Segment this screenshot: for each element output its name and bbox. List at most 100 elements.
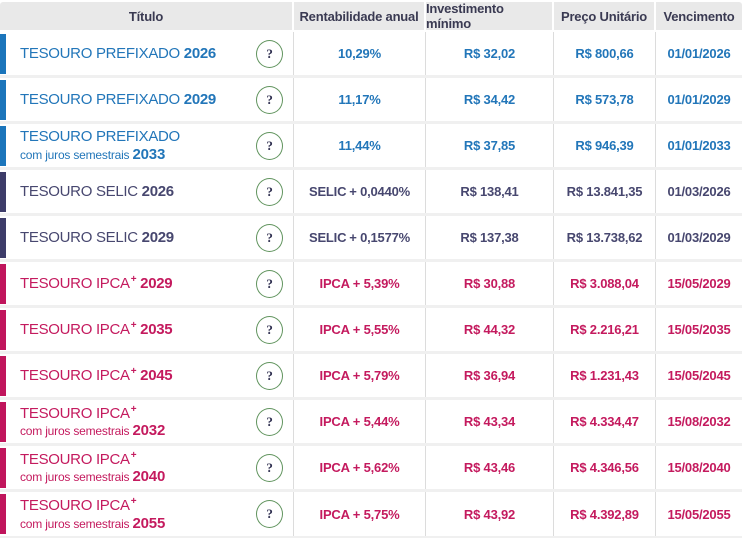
annual-rate-cell: IPCA + 5,44% bbox=[293, 400, 425, 443]
maturity-date-cell: 15/05/2035 bbox=[655, 308, 742, 351]
question-mark-glyph: ? bbox=[266, 321, 273, 337]
category-color-bar bbox=[0, 125, 6, 166]
maturity-date-cell: 15/08/2040 bbox=[655, 446, 742, 489]
bond-row[interactable]: TESOURO PREFIXADO+ 2029 ? 11,17% R$ 34,4… bbox=[0, 78, 742, 124]
question-mark-glyph: ? bbox=[266, 91, 273, 107]
category-color-bar bbox=[0, 494, 6, 534]
bond-title: TESOURO IPCA+ bbox=[20, 496, 137, 515]
bond-row[interactable]: TESOURO IPCA+ com juros semestrais 2055 … bbox=[0, 492, 742, 538]
bond-row[interactable]: TESOURO IPCA+ 2029 ? IPCA + 5,39% R$ 30,8… bbox=[0, 262, 742, 308]
help-icon[interactable]: ? bbox=[256, 39, 283, 68]
column-header-rentabilidade: Rentabilidade anual bbox=[294, 2, 424, 30]
annual-rate-cell: IPCA + 5,75% bbox=[293, 492, 425, 536]
unit-price-cell: R$ 4.392,89 bbox=[553, 492, 655, 536]
min-investment-cell: R$ 137,38 bbox=[425, 216, 553, 259]
category-color-bar bbox=[0, 33, 6, 74]
ipca-plus-superscript: + bbox=[130, 320, 137, 332]
annual-rate-cell: SELIC + 0,0440% bbox=[293, 170, 425, 213]
table-header-row: Título Rentabilidade anual Investimento … bbox=[0, 1, 742, 31]
unit-price-cell: R$ 13.841,35 bbox=[553, 170, 655, 213]
help-icon[interactable]: ? bbox=[256, 407, 283, 436]
help-icon[interactable]: ? bbox=[256, 453, 283, 482]
unit-price-cell: R$ 4.334,47 bbox=[553, 400, 655, 443]
ipca-plus-superscript: + bbox=[130, 366, 137, 378]
min-investment-cell: R$ 34,42 bbox=[425, 78, 553, 121]
maturity-date-cell: 15/08/2032 bbox=[655, 400, 742, 443]
bond-title-cell: TESOURO SELIC+ 2026 ? bbox=[0, 170, 293, 213]
help-icon[interactable]: ? bbox=[256, 361, 283, 390]
bond-title: TESOURO IPCA+ 2045 bbox=[20, 366, 173, 385]
question-mark-glyph: ? bbox=[266, 229, 273, 245]
bond-row[interactable]: TESOURO PREFIXADO+ com juros semestrais … bbox=[0, 124, 742, 170]
bond-row[interactable]: TESOURO SELIC+ 2026 ? SELIC+ 0,0440% R$ … bbox=[0, 170, 742, 216]
bond-subtitle: com juros semestrais 2040 bbox=[20, 468, 166, 485]
bond-row[interactable]: TESOURO IPCA+ 2045 ? IPCA + 5,79% R$ 36,9… bbox=[0, 354, 742, 400]
column-header-preco-unitario: Preço Unitário bbox=[554, 2, 654, 30]
ipca-plus-superscript: + bbox=[130, 449, 137, 461]
bond-title: TESOURO PREFIXADO+ 2026 bbox=[20, 44, 216, 62]
bond-title-cell: TESOURO IPCA+ 2035 ? bbox=[0, 308, 293, 351]
question-mark-glyph: ? bbox=[266, 459, 273, 475]
bond-row[interactable]: TESOURO IPCA+ com juros semestrais 2040 … bbox=[0, 446, 742, 492]
question-mark-glyph: ? bbox=[266, 275, 273, 291]
question-mark-glyph: ? bbox=[266, 413, 273, 429]
category-color-bar bbox=[0, 217, 6, 258]
bond-title: TESOURO IPCA+ bbox=[20, 449, 137, 468]
category-color-bar bbox=[0, 355, 6, 396]
question-mark-glyph: ? bbox=[266, 367, 273, 383]
maturity-date-cell: 15/05/2045 bbox=[655, 354, 742, 397]
annual-rate-cell: 11,17% bbox=[293, 78, 425, 121]
bond-subtitle: com juros semestrais 2032 bbox=[20, 422, 166, 439]
min-investment-cell: R$ 37,85 bbox=[425, 124, 553, 167]
bond-title-cell: TESOURO IPCA+ com juros semestrais 2055 … bbox=[0, 492, 293, 536]
maturity-date-cell: 15/05/2055 bbox=[655, 492, 742, 536]
min-investment-cell: R$ 30,88 bbox=[425, 262, 553, 305]
bond-row[interactable]: TESOURO IPCA+ com juros semestrais 2032 … bbox=[0, 400, 742, 446]
help-icon[interactable]: ? bbox=[256, 131, 283, 160]
bond-title-cell: TESOURO PREFIXADO+ 2029 ? bbox=[0, 78, 293, 121]
unit-price-cell: R$ 946,39 bbox=[553, 124, 655, 167]
help-icon[interactable]: ? bbox=[256, 500, 283, 528]
unit-price-cell: R$ 4.346,56 bbox=[553, 446, 655, 489]
bond-title: TESOURO IPCA+ 2029 bbox=[20, 274, 173, 293]
bond-row[interactable]: TESOURO IPCA+ 2035 ? IPCA + 5,55% R$ 44,3… bbox=[0, 308, 742, 354]
bond-row[interactable]: TESOURO SELIC+ 2029 ? SELIC+ 0,1577% R$ … bbox=[0, 216, 742, 262]
annual-rate-cell: IPCA + 5,39% bbox=[293, 262, 425, 305]
ipca-plus-superscript: + bbox=[130, 496, 137, 508]
maturity-date-cell: 01/03/2029 bbox=[655, 216, 742, 259]
maturity-date-cell: 01/01/2033 bbox=[655, 124, 742, 167]
annual-rate-cell: SELIC + 0,1577% bbox=[293, 216, 425, 259]
bond-title-cell: TESOURO IPCA+ 2045 ? bbox=[0, 354, 293, 397]
bond-title-cell: TESOURO IPCA+ com juros semestrais 2040 … bbox=[0, 446, 293, 489]
annual-rate-cell: IPCA + 5,79% bbox=[293, 354, 425, 397]
bond-title: TESOURO IPCA+ 2035 bbox=[20, 320, 173, 339]
help-icon[interactable]: ? bbox=[256, 315, 283, 344]
help-icon[interactable]: ? bbox=[256, 269, 283, 298]
bond-title: TESOURO PREFIXADO+ bbox=[20, 128, 180, 146]
category-color-bar bbox=[0, 447, 6, 488]
unit-price-cell: R$ 13.738,62 bbox=[553, 216, 655, 259]
category-color-bar bbox=[0, 263, 6, 304]
bond-title-cell: TESOURO SELIC+ 2029 ? bbox=[0, 216, 293, 259]
bond-subtitle: com juros semestrais 2055 bbox=[20, 514, 166, 532]
column-header-investimento-minimo: Investimento mínimo bbox=[426, 1, 552, 31]
bond-row[interactable]: TESOURO PREFIXADO+ 2026 ? 10,29% R$ 32,0… bbox=[0, 32, 742, 78]
table-body: TESOURO PREFIXADO+ 2026 ? 10,29% R$ 32,0… bbox=[0, 32, 742, 538]
bond-title: TESOURO PREFIXADO+ 2029 bbox=[20, 90, 216, 108]
bond-title-cell: TESOURO IPCA+ com juros semestrais 2032 … bbox=[0, 400, 293, 443]
column-header-vencimento: Vencimento bbox=[656, 2, 742, 30]
help-icon[interactable]: ? bbox=[256, 177, 283, 206]
annual-rate-cell: IPCA + 5,55% bbox=[293, 308, 425, 351]
unit-price-cell: R$ 800,66 bbox=[553, 32, 655, 75]
help-icon[interactable]: ? bbox=[256, 85, 283, 114]
question-mark-glyph: ? bbox=[266, 137, 273, 153]
unit-price-cell: R$ 573,78 bbox=[553, 78, 655, 121]
maturity-date-cell: 01/01/2026 bbox=[655, 32, 742, 75]
annual-rate-cell: 10,29% bbox=[293, 32, 425, 75]
category-color-bar bbox=[0, 401, 6, 442]
help-icon[interactable]: ? bbox=[256, 223, 283, 252]
question-mark-glyph: ? bbox=[266, 183, 273, 199]
min-investment-cell: R$ 43,92 bbox=[425, 492, 553, 536]
question-mark-glyph: ? bbox=[266, 506, 273, 521]
